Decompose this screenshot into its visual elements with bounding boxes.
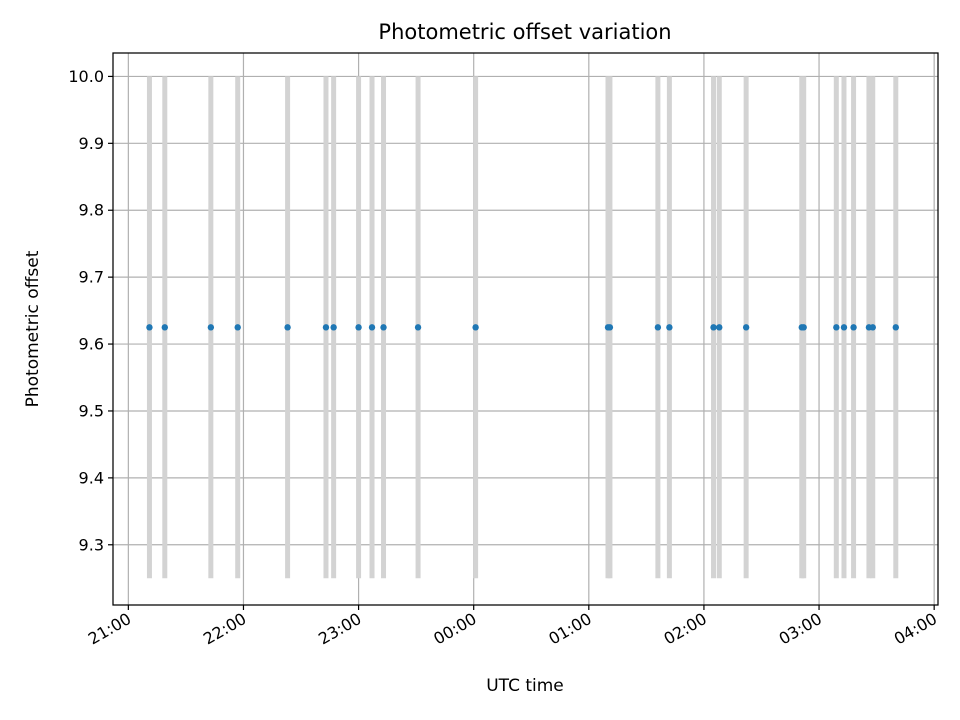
data-point (146, 324, 153, 331)
y-tick-label: 9.9 (79, 134, 104, 153)
data-point (414, 324, 422, 331)
y-tick-label: 9.8 (79, 201, 104, 220)
data-point (716, 324, 723, 331)
y-axis-ticks: 9.3 9.4 9.5 9.6 9.7 9.8 9.9 10.0 (68, 67, 113, 554)
data-point (472, 324, 479, 331)
data-point (606, 324, 614, 331)
data-point (800, 324, 807, 331)
data-point (207, 324, 215, 331)
data-point (355, 324, 362, 331)
data-point (850, 324, 857, 331)
data-point (742, 324, 750, 331)
x-axis-label: UTC time (486, 676, 564, 696)
y-tick-label: 9.6 (79, 335, 104, 354)
data-point (892, 324, 899, 331)
data-point (161, 324, 169, 331)
data-point (368, 324, 376, 331)
y-tick-label: 10.0 (68, 67, 104, 86)
data-point (322, 324, 330, 331)
y-tick-label: 9.7 (79, 268, 104, 287)
data-point (666, 324, 673, 331)
data-point (380, 324, 387, 331)
y-tick-label: 9.3 (79, 535, 104, 554)
data-points (146, 324, 899, 331)
data-point (234, 324, 241, 331)
chart-title: Photometric offset variation (378, 20, 671, 44)
y-axis-label: Photometric offset (23, 250, 43, 407)
data-point (869, 324, 876, 331)
data-point (284, 324, 291, 331)
data-point (710, 324, 717, 331)
data-point (330, 324, 337, 331)
data-point (840, 324, 848, 331)
y-tick-label: 9.4 (79, 468, 104, 487)
data-point (654, 324, 662, 331)
plot-frame (112, 52, 939, 606)
data-point (833, 324, 840, 331)
y-tick-label: 9.5 (79, 401, 104, 420)
